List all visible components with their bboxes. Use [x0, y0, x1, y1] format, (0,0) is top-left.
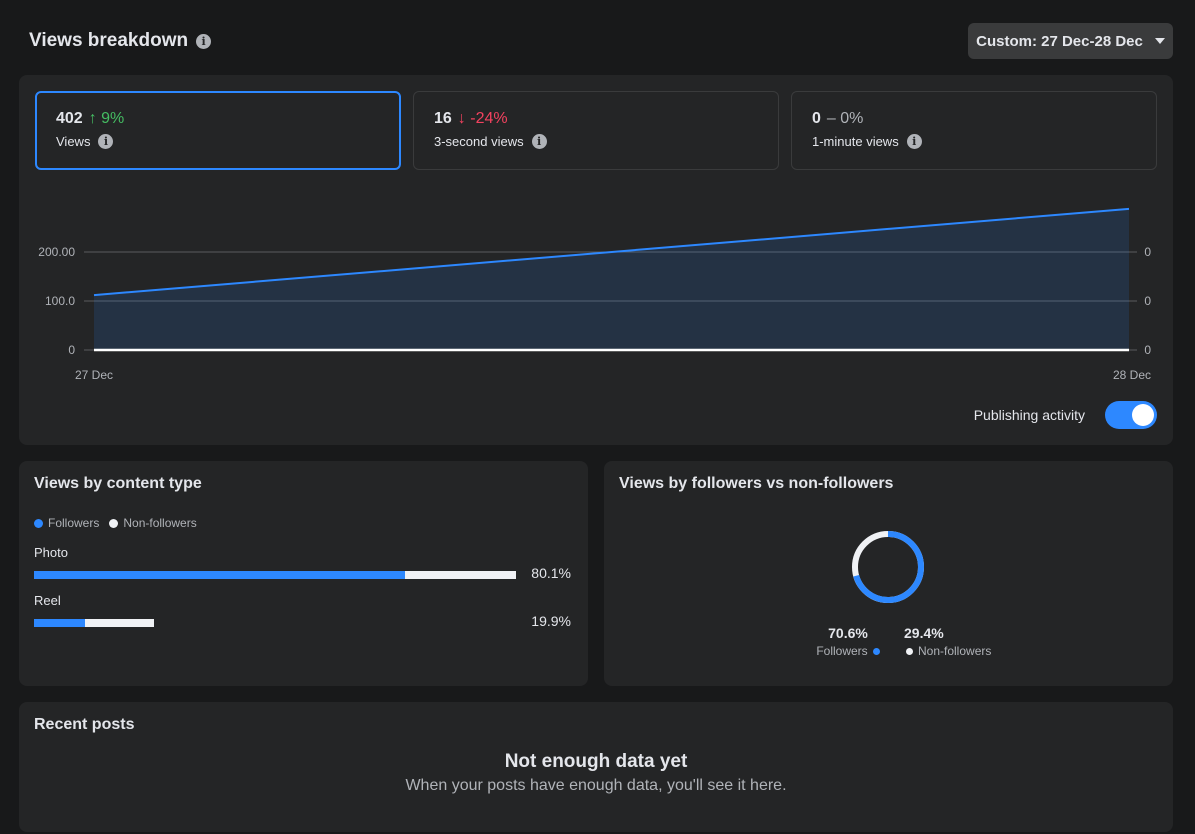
- publishing-activity-label: Publishing activity: [973, 407, 1085, 423]
- followers-donut-chart: [852, 531, 924, 603]
- series-line-0: [93, 207, 1130, 297]
- recent-posts-card: Recent posts Not enough data yet When yo…: [19, 702, 1173, 832]
- x-tick-label: 28 Dec: [1113, 368, 1151, 382]
- toggle-knob: [1132, 404, 1154, 426]
- y-tick-label-right: 0: [1144, 294, 1151, 308]
- area-fill: [94, 208, 1129, 350]
- empty-state-subtitle: When your posts have enough data, you'll…: [405, 777, 787, 794]
- metric-label: Views: [56, 134, 91, 149]
- non-followers-dot-icon: [109, 518, 119, 528]
- non-followers-dot-icon: [906, 647, 913, 655]
- info-icon[interactable]: i: [196, 33, 212, 49]
- followers-percent: 70.6%: [828, 625, 868, 641]
- y-tick-label-left: 0: [68, 343, 75, 357]
- date-range-label: Custom: 27 Dec-28 Dec: [976, 32, 1143, 50]
- legend-label: Followers: [48, 516, 100, 530]
- donut-followers-slice: [852, 531, 924, 603]
- metric-delta: ↓ -24%: [457, 110, 508, 127]
- y-tick-label-right: 0: [1144, 245, 1151, 259]
- metric-label: 1-minute views: [812, 134, 899, 149]
- page-title-text: Views breakdown: [29, 30, 189, 51]
- info-icon[interactable]: i: [98, 134, 114, 149]
- followers-label: Followers: [816, 644, 868, 658]
- followers-segment: [34, 619, 86, 627]
- empty-state-title: Not enough data yet: [504, 751, 688, 772]
- section-title: Recent posts: [34, 716, 135, 733]
- section-title: Views by followers vs non-followers: [619, 475, 894, 492]
- non-followers-stat: 29.4% Non-followers: [894, 625, 1004, 658]
- content-row-percent: 19.9%: [531, 613, 571, 629]
- metric-1-minute-views[interactable]: 0 – 0% 1-minute views i: [791, 91, 1157, 170]
- legend-item-non-followers: Non-followers: [109, 516, 197, 530]
- non-followers-segment: [85, 619, 154, 627]
- followers-split-card: Views by followers vs non-followers 70.6…: [604, 461, 1173, 686]
- metric-label: 3-second views: [434, 134, 524, 149]
- metric-views[interactable]: 402 ↑ 9% Views i: [35, 91, 401, 170]
- followers-dot-icon: [34, 518, 43, 528]
- y-tick-label-left: 200.00: [38, 245, 75, 259]
- y-tick-label-right: 0: [1144, 343, 1151, 357]
- content-type-card: Views by content type Followers Non-foll…: [19, 461, 588, 686]
- followers-stat: 70.6% Followers: [808, 625, 888, 658]
- content-bar: [34, 571, 516, 579]
- non-followers-label: Non-followers: [918, 644, 992, 658]
- metric-value: 16: [434, 110, 452, 127]
- content-row-reel[interactable]: Reel 19.9%: [34, 593, 571, 629]
- non-followers-segment: [405, 571, 516, 579]
- followers-dot-icon: [872, 647, 880, 655]
- content-row-label: Photo: [34, 545, 68, 560]
- legend-item-followers: Followers: [34, 516, 99, 530]
- publishing-activity-row: Publishing activity: [974, 401, 1157, 429]
- section-title: Views by content type: [34, 475, 202, 492]
- legend-label: Non-followers: [123, 516, 197, 530]
- y-tick-label-left: 100.0: [45, 294, 75, 308]
- page-title: Views breakdown i: [29, 30, 212, 52]
- legend: Followers Non-followers: [34, 516, 197, 530]
- publishing-activity-toggle[interactable]: [1105, 401, 1157, 429]
- content-row-label: Reel: [34, 593, 61, 608]
- content-bar: [34, 619, 154, 627]
- caret-down-icon: [1154, 38, 1165, 44]
- info-icon[interactable]: i: [531, 134, 547, 149]
- non-followers-percent: 29.4%: [904, 625, 944, 641]
- content-row-percent: 80.1%: [531, 565, 571, 581]
- views-chart-card: 402 ↑ 9% Views i 16 ↓ -24% 3-second view…: [19, 75, 1173, 445]
- x-tick-label: 27 Dec: [75, 368, 113, 382]
- metric-delta: – 0%: [826, 110, 864, 127]
- metric-3-second-views[interactable]: 16 ↓ -24% 3-second views i: [413, 91, 779, 170]
- info-icon[interactable]: i: [906, 134, 922, 149]
- content-row-photo[interactable]: Photo 80.1%: [34, 545, 571, 581]
- metric-value: 402: [56, 110, 83, 127]
- metric-delta: ↑ 9%: [88, 110, 125, 127]
- followers-segment: [34, 571, 406, 579]
- metric-value: 0: [812, 110, 821, 127]
- date-range-dropdown[interactable]: Custom: 27 Dec-28 Dec: [968, 23, 1173, 59]
